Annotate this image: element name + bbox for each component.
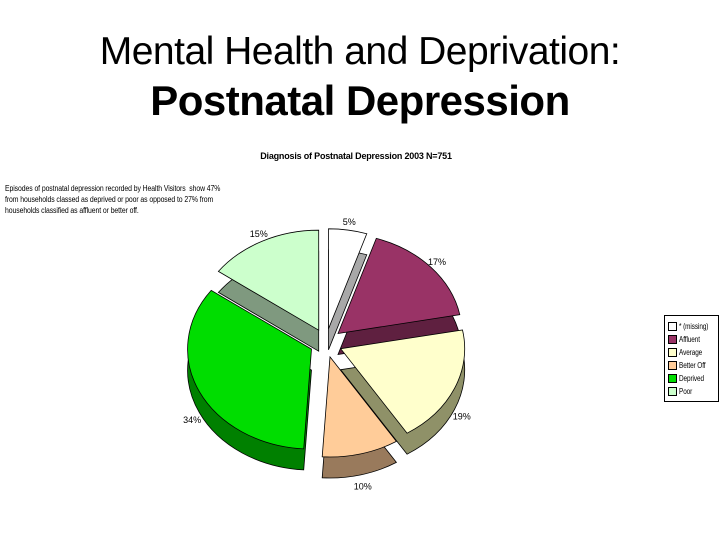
note-line: Episodes of postnatal depression recorde… (5, 184, 221, 193)
legend-item-better-off[interactable]: Better Off (668, 359, 716, 372)
legend-swatch-better-off (668, 361, 677, 370)
legend-swatch-deprived (668, 374, 677, 383)
chart-title: Diagnosis of Postnatal Depression 2003 N… (260, 151, 452, 161)
legend-label: * (missing) (679, 322, 709, 331)
pie-slice-deprived[interactable] (187, 289, 312, 450)
legend-item-deprived[interactable]: Deprived (668, 372, 716, 385)
legend-swatch-poor (668, 387, 677, 396)
legend-label: Average (679, 348, 703, 357)
legend-label: Poor (679, 387, 693, 396)
pie-slice-affluent[interactable] (337, 237, 461, 335)
legend-item-missing[interactable]: * (missing) (668, 320, 716, 333)
pie-data-label-affluent: 17% (428, 257, 446, 267)
slide-title-line1: Mental Health and Deprivation: (99, 30, 621, 73)
pie-slice-missing[interactable] (328, 228, 368, 329)
legend-swatch-average (668, 348, 677, 357)
legend-item-average[interactable]: Average (668, 346, 716, 359)
legend-label: Better Off (679, 361, 706, 370)
pie-slice-better-off[interactable] (321, 355, 398, 458)
pie-data-label-poor: 15% (250, 229, 268, 239)
pie-data-label-missing: 5% (343, 217, 356, 227)
pie-slice-average[interactable] (339, 329, 466, 434)
legend-swatch-affluent (668, 335, 677, 344)
legend-label: Deprived (679, 374, 704, 383)
chart-legend[interactable]: * (missing) Affluent Average Better Off Depr… (664, 315, 719, 402)
legend-swatch-missing (668, 322, 677, 331)
legend-label: Affluent (679, 335, 700, 344)
pie-data-label-deprived: 34% (183, 415, 201, 425)
note-text: Episodes of postnatal depression recorde… (5, 183, 305, 216)
slide-title-line2: Postnatal Depression (150, 76, 570, 124)
pie-data-label-better-off: 10% (354, 482, 372, 492)
legend-item-poor[interactable]: Poor (668, 385, 716, 398)
pie-slice-poor[interactable] (217, 229, 320, 331)
slide-title: Mental Health and Deprivation: Postnatal… (0, 30, 720, 124)
note-line: from households classed as deprived or p… (5, 195, 214, 204)
pie-data-label-average: 19% (453, 412, 471, 422)
legend-item-affluent[interactable]: Affluent (668, 333, 716, 346)
note-line: households classified as affluent or bet… (5, 206, 139, 215)
